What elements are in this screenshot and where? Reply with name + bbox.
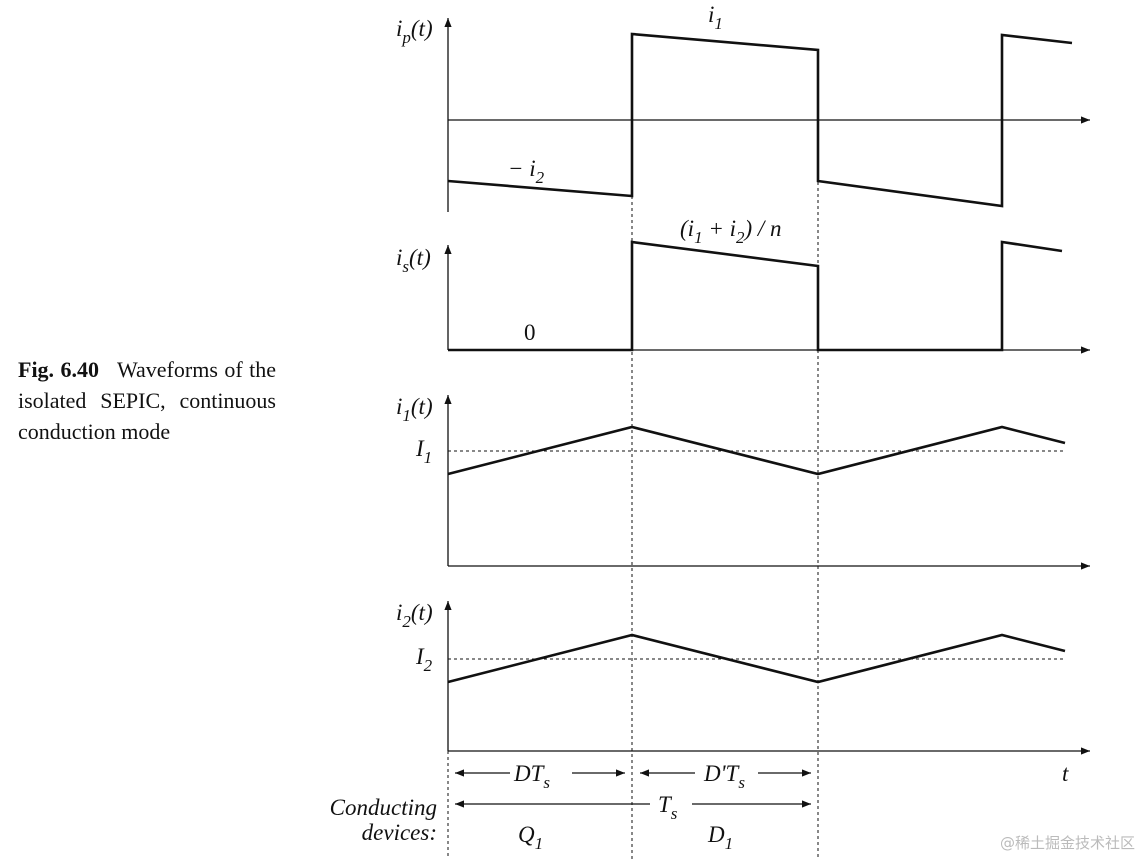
watermark: @稀土掘金技术社区	[1000, 834, 1135, 852]
subscript: s	[738, 773, 745, 792]
interval-label: DTs	[513, 761, 550, 792]
device-label: D1	[707, 822, 733, 853]
period-label: Ts	[658, 792, 678, 823]
axis-label: ip(t)	[396, 16, 433, 47]
subscript: 1	[424, 448, 433, 467]
label-part: Q	[518, 822, 535, 847]
annotation: − i2	[508, 156, 545, 187]
label-part: D'T	[703, 761, 741, 786]
annotation: (i1 + i2) / n	[680, 216, 782, 247]
label-part: + i	[703, 216, 736, 241]
annotation: i1	[708, 2, 723, 33]
subscript: 2	[536, 168, 545, 187]
waveforms	[447, 32, 1073, 684]
label-part: (i	[680, 216, 694, 241]
label-part: i	[396, 245, 402, 270]
subscript: 1	[725, 834, 734, 853]
devices-heading: devices:	[362, 820, 437, 845]
label-part: I	[415, 436, 425, 461]
label-part: (t)	[409, 245, 431, 270]
label-part: (t)	[411, 600, 433, 625]
annotation: 0	[524, 320, 536, 345]
label-part: i	[708, 2, 714, 27]
label-part: D	[707, 822, 725, 847]
caption-text: Waveforms of the isolated SEPIC, continu…	[18, 357, 276, 444]
label-part: (t)	[411, 16, 433, 41]
subscript: s	[402, 257, 409, 276]
subscript: p	[401, 28, 411, 47]
label-part: i	[396, 394, 402, 419]
label-part: − i	[508, 156, 536, 181]
label-part: T	[658, 792, 673, 817]
subscript: s	[671, 804, 678, 823]
caption-label: Fig. 6.40	[18, 357, 100, 382]
label-part: (t)	[411, 394, 433, 419]
axis-label: i2(t)	[396, 600, 433, 631]
subscript: 2	[736, 228, 745, 247]
label-part: i	[396, 16, 402, 41]
interval-arrows	[455, 769, 811, 808]
devices-heading: Conducting	[330, 795, 437, 820]
subscript: 1	[402, 406, 411, 425]
level-label: I2	[415, 644, 433, 675]
device-label: Q1	[518, 822, 543, 853]
subscript: 1	[714, 14, 723, 33]
subscript: 2	[424, 656, 433, 675]
axis-label: is(t)	[396, 245, 431, 276]
label-part: I	[415, 644, 425, 669]
subscript: s	[543, 773, 550, 792]
label-part: DT	[513, 761, 546, 786]
axis-label: i1(t)	[396, 394, 433, 425]
label-part: ) / n	[742, 216, 781, 241]
axes	[444, 18, 1090, 755]
subscript: 1	[694, 228, 703, 247]
caption: Fig. 6.40 Waveforms of the isolated SEPIC…	[18, 354, 276, 447]
interval-label: D'Ts	[703, 761, 745, 792]
subscript: 1	[535, 834, 544, 853]
subscript: 2	[402, 612, 411, 631]
level-label: I1	[415, 436, 432, 467]
label-part: t	[1062, 761, 1069, 786]
time-axis-label: t	[1062, 761, 1069, 786]
label-part: 0	[524, 320, 536, 345]
label-part: i	[396, 600, 402, 625]
